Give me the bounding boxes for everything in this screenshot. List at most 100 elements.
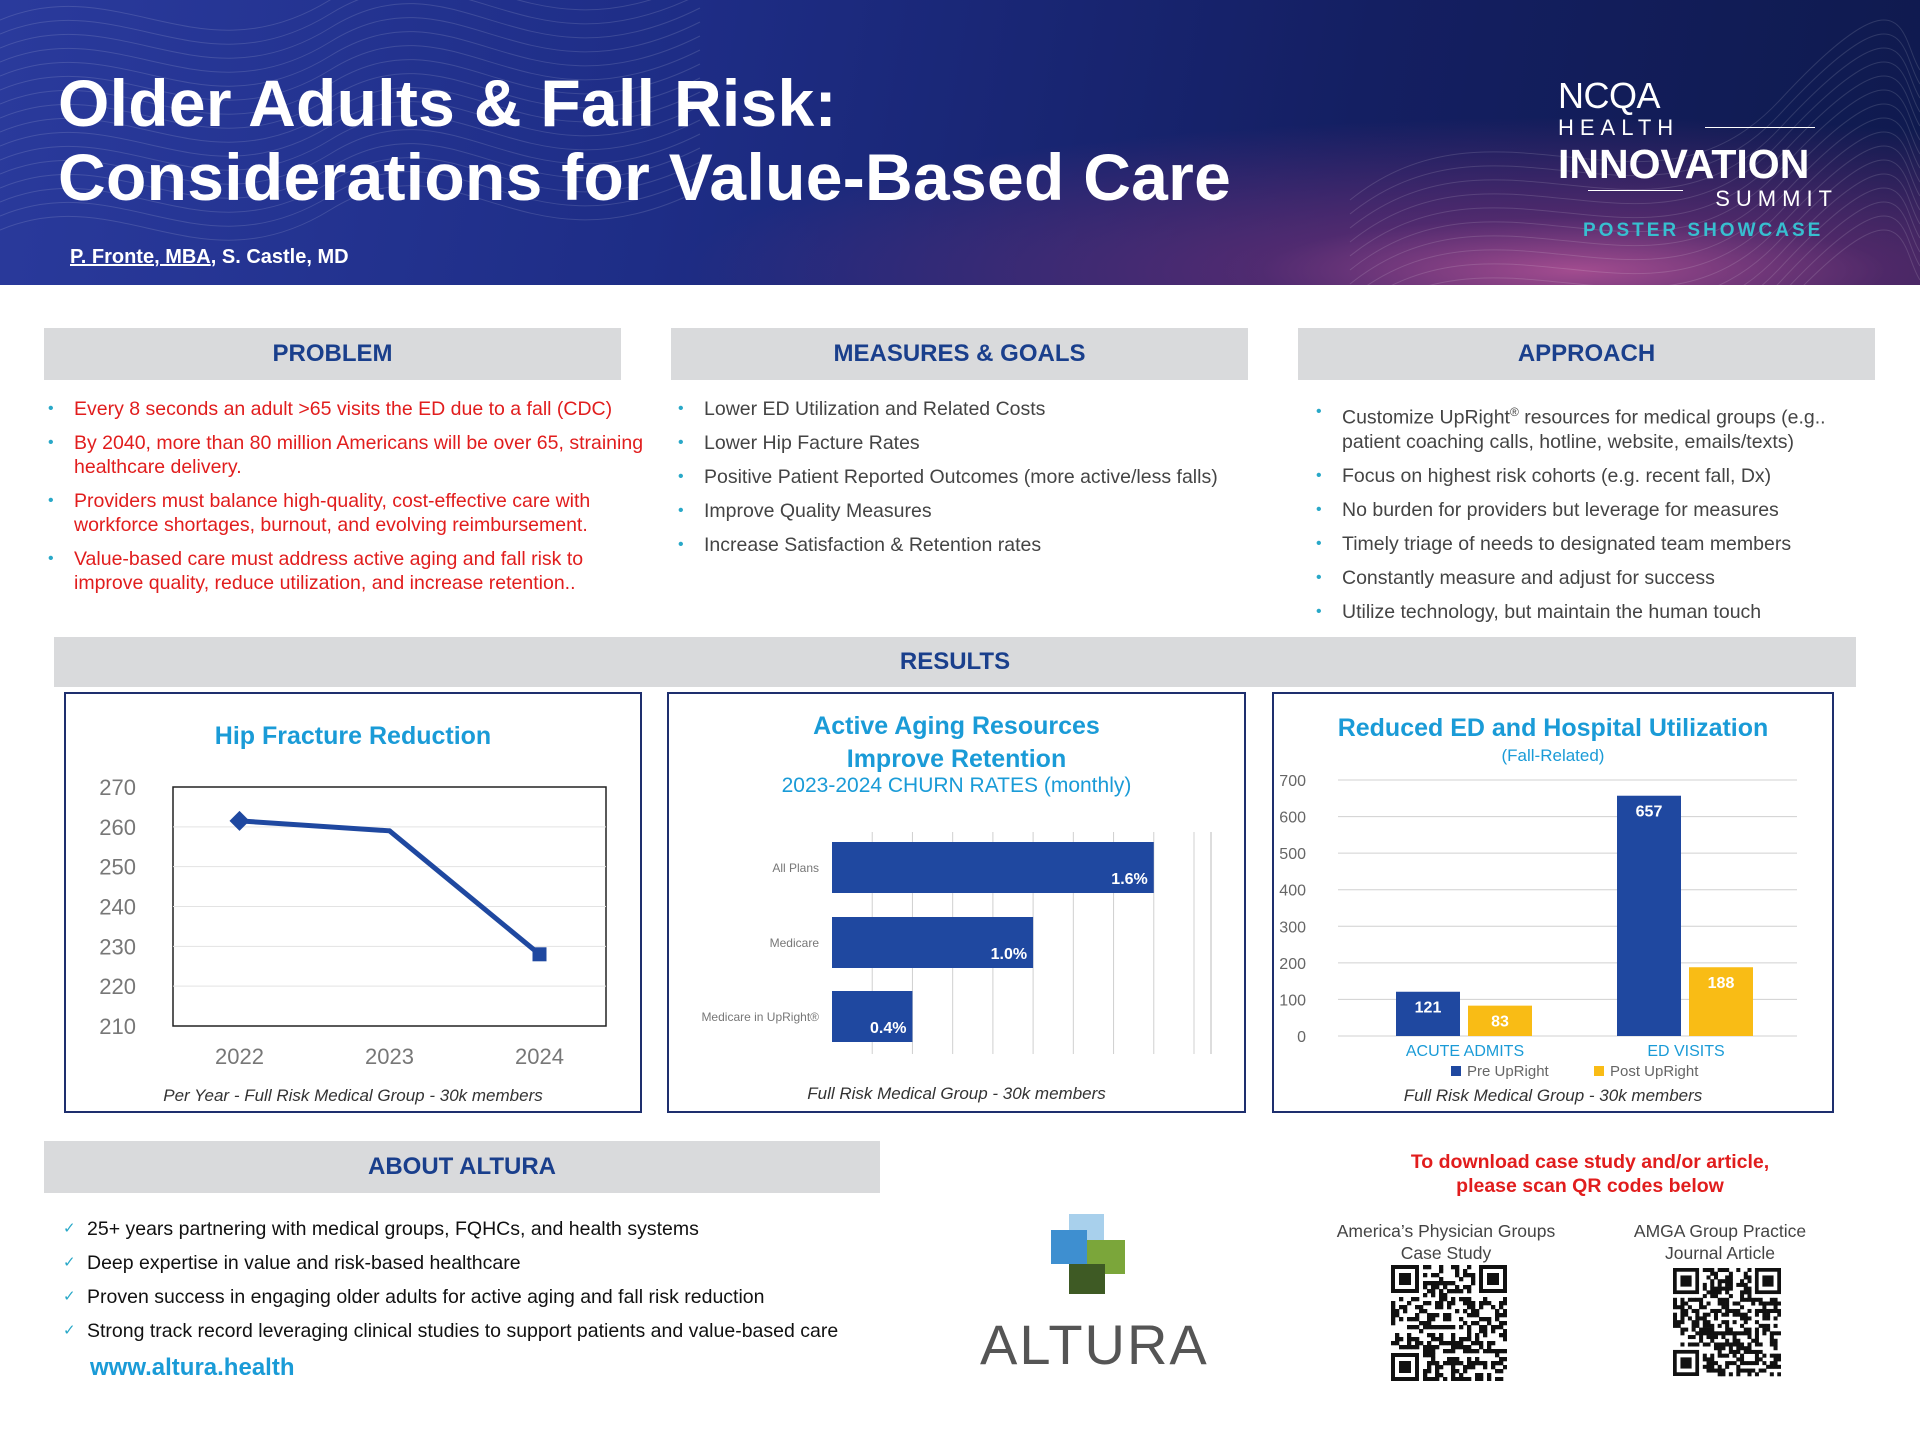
header-wave-line [0,59,701,115]
qr-module [1455,1265,1460,1270]
qr-module [1423,1377,1428,1381]
qr-module [1467,1313,1472,1318]
header-wave-line [0,129,701,185]
qr-module [1423,1349,1428,1354]
x-tick-label: 2024 [515,1044,564,1069]
qr-module [1728,1361,1733,1366]
case-study-qr-code[interactable] [1391,1265,1507,1381]
qr-module [1713,1331,1718,1336]
journal-article-qr-code[interactable] [1673,1268,1781,1378]
qr-module [1443,1281,1448,1286]
qr-module [1475,1341,1480,1346]
qr-module [1427,1281,1432,1286]
qr-module [1471,1281,1476,1286]
qr-module [1725,1323,1730,1328]
qr-module [1483,1325,1488,1330]
qr-module [1702,1286,1707,1291]
qr-module [1423,1293,1428,1298]
qr-module [1467,1377,1472,1381]
approach-item-1-post: resources for medical groups (e.g.. pati… [1342,406,1826,453]
qr-module [1769,1335,1774,1340]
header-wave-line [1761,187,1920,285]
qr-module [1736,1308,1741,1313]
qr-module [1743,1361,1748,1366]
qr-module [1495,1325,1500,1330]
qr-module [1471,1313,1476,1318]
qr-module [1713,1342,1718,1347]
qr-module [1475,1313,1480,1318]
qr-module [1695,1316,1700,1321]
qr-module [1415,1337,1420,1342]
qr-module [1743,1312,1748,1317]
qr-module [1467,1337,1472,1342]
qr-module [1463,1365,1468,1370]
y-tick-label: 260 [99,815,136,840]
qr-module [1754,1308,1759,1313]
qr-module [1407,1345,1412,1350]
qr-module [1431,1353,1436,1358]
bar [1689,967,1753,1036]
qr-module [1706,1335,1711,1340]
qr-module [1743,1331,1748,1336]
qr-module [1479,1377,1484,1381]
innovation-text: INNOVATION [1558,141,1810,187]
qr-module [1439,1301,1444,1306]
qr-module [1758,1349,1763,1354]
bar [1617,795,1681,1036]
qr-module [1717,1353,1722,1358]
qr-module [1427,1313,1432,1318]
qr-module [1706,1301,1711,1306]
qr-module [1403,1309,1408,1314]
header-wave-line [1776,201,1920,285]
qr-module [1699,1327,1704,1332]
qr-module [1710,1357,1715,1362]
y-tick-label: 240 [99,895,136,920]
qr-module [1740,1290,1745,1295]
qr-module [1423,1265,1428,1270]
qr-module [1743,1327,1748,1332]
qr-module [1435,1325,1440,1330]
download-note: To download case study and/or article, p… [1330,1150,1850,1198]
qr-module [1747,1290,1752,1295]
qr-module [1680,1308,1685,1313]
qr-module [1721,1312,1726,1317]
qr-module [1721,1301,1726,1306]
qr-module [1702,1342,1707,1347]
problem-heading: PROBLEM [44,328,621,380]
qr-module [1762,1308,1767,1313]
header-wave-line [1349,47,1920,229]
qr-module [1773,1361,1778,1366]
chart-caption: Full Risk Medical Group - 30k members [807,1084,1106,1103]
qr-module [1762,1316,1767,1321]
about-heading: ABOUT ALTURA [44,1141,880,1193]
qr-module [1435,1361,1440,1366]
y-tick-label: 700 [1279,773,1306,790]
qr-module [1439,1341,1444,1346]
qr-module [1747,1286,1752,1291]
qr-module [1443,1293,1448,1298]
qr-module [1483,1361,1488,1366]
category-label: ACUTE ADMITS [1406,1043,1524,1060]
qr-module [1463,1337,1468,1342]
qr-module [1439,1333,1444,1338]
poster-showcase-text: POSTER SHOWCASE [1583,220,1824,241]
qr-module [1463,1377,1468,1381]
measures-list: Lower ED Utilization and Related Costs L… [674,397,1274,567]
qr-module [1423,1309,1428,1314]
qr-module [1459,1373,1464,1378]
qr-module [1431,1337,1436,1342]
qr-finder [1399,1361,1411,1373]
legend-swatch [1451,1066,1461,1076]
chart-title-line-1: Active Aging Resources [813,712,1100,740]
qr-module [1403,1345,1408,1350]
qr-module [1427,1365,1432,1370]
qr-module [1459,1341,1464,1346]
qr-module [1431,1357,1436,1362]
qr-module [1499,1377,1504,1381]
qr-module [1747,1342,1752,1347]
qr-module [1702,1331,1707,1336]
qr-module [1713,1312,1718,1317]
qr-module [1463,1309,1468,1314]
header-wave-line [0,101,701,157]
website-link[interactable]: www.altura.health [90,1354,295,1381]
